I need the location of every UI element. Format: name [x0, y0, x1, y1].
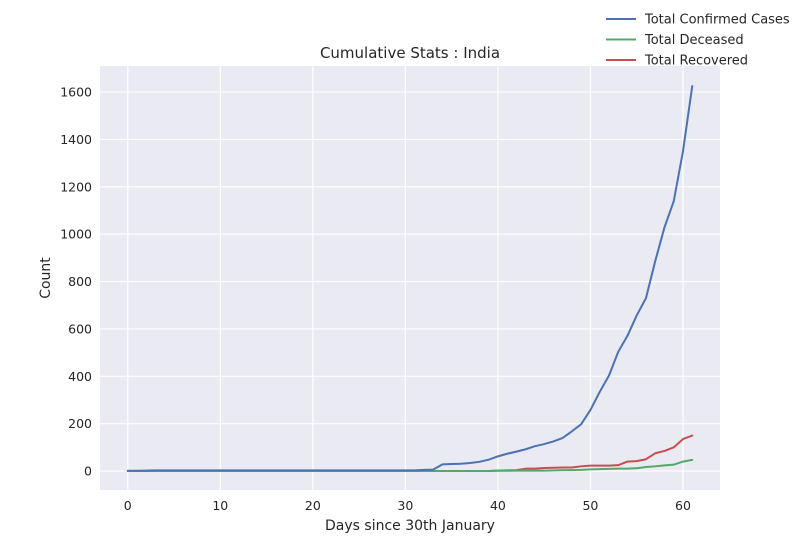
y-tick-label: 0 [84, 464, 92, 479]
x-tick-label: 60 [675, 498, 691, 513]
legend: Total Confirmed Cases Total Deceased Total… [606, 13, 790, 69]
y-tick-label: 1400 [60, 132, 92, 147]
plot-background [100, 66, 720, 490]
y-tick-label: 400 [68, 369, 92, 384]
x-axis-title: Days since 30th January [325, 518, 495, 534]
legend-label: Total Recovered [644, 54, 748, 69]
chart-title: Cumulative Stats : India [320, 44, 500, 62]
x-tick-label: 0 [124, 498, 132, 513]
series-line-0 [126, 85, 694, 472]
y-tick-label: 200 [68, 416, 92, 431]
y-tick-label: 600 [68, 321, 92, 336]
y-axis-title: Count [38, 257, 54, 299]
x-gridlines [127, 66, 684, 490]
legend-label: Total Confirmed Cases [644, 13, 790, 28]
y-gridlines [100, 91, 720, 472]
y-tick-label: 1000 [60, 227, 92, 242]
x-tick-labels: 0 10 20 30 40 50 60 [124, 498, 691, 513]
series-lines [126, 85, 694, 473]
x-tick-label: 20 [305, 498, 321, 513]
x-tick-label: 50 [582, 498, 598, 513]
y-tick-labels: 0 200 400 600 800 1000 1200 1400 1600 [60, 85, 92, 479]
y-tick-label: 1600 [60, 85, 92, 100]
y-tick-label: 800 [68, 274, 92, 289]
x-tick-label: 30 [397, 498, 413, 513]
x-tick-label: 10 [212, 498, 228, 513]
x-tick-label: 40 [490, 498, 506, 513]
y-tick-label: 1200 [60, 179, 92, 194]
legend-label: Total Deceased [644, 33, 744, 48]
